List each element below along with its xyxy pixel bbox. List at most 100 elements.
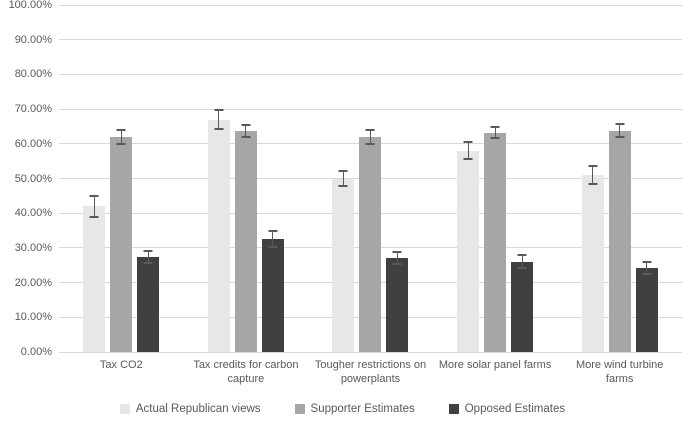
bar-group xyxy=(59,5,184,352)
error-bar-cap-top xyxy=(143,249,153,252)
y-tick-label: 40.00% xyxy=(14,207,52,220)
error-bar-line xyxy=(245,123,247,138)
error-bar-cap-bottom xyxy=(615,136,625,139)
legend-label: Supporter Estimates xyxy=(310,403,415,415)
error-bar-cap-top xyxy=(615,122,625,125)
error-bar-cap-top xyxy=(392,251,402,254)
error-bar xyxy=(338,169,348,188)
error-bar xyxy=(463,141,473,161)
error-bar xyxy=(89,194,99,218)
y-tick-label: 0.00% xyxy=(20,346,52,358)
bar xyxy=(581,175,604,352)
y-tick-label: 100.00% xyxy=(8,0,52,11)
bar-slot xyxy=(359,5,382,352)
legend-item: Supporter Estimates xyxy=(294,403,415,415)
x-category-label: Tougher restrictions on powerplants xyxy=(314,359,427,385)
error-bar-cap-top xyxy=(642,260,652,263)
legend-item: Opposed Estimates xyxy=(448,403,565,415)
error-bar-line xyxy=(592,164,594,186)
gridline xyxy=(59,39,682,41)
error-bar xyxy=(392,251,402,266)
y-tick-label: 80.00% xyxy=(14,68,52,81)
error-bar-line xyxy=(272,230,274,249)
bar xyxy=(332,178,355,352)
bar-slot xyxy=(386,5,409,352)
error-bar-line xyxy=(494,126,496,139)
error-bar xyxy=(365,129,375,145)
error-bar-cap-top xyxy=(463,141,473,144)
error-bar-line xyxy=(93,194,95,218)
bar xyxy=(234,130,257,352)
bar-groups xyxy=(59,5,682,352)
bar-slot xyxy=(234,5,257,352)
error-bar-line xyxy=(467,141,469,161)
error-bar-cap-bottom xyxy=(642,272,652,275)
error-bar-line xyxy=(521,254,523,270)
bar xyxy=(484,132,507,352)
bar-group xyxy=(557,5,682,352)
bar xyxy=(635,267,658,352)
x-axis-category-labels: Tax CO2 Tax credits for carbon capture Tou… xyxy=(59,358,682,386)
y-tick-label: 10.00% xyxy=(14,311,52,324)
error-bar-cap-bottom xyxy=(214,127,224,130)
error-bar-line xyxy=(646,260,648,275)
bar xyxy=(207,119,230,352)
bar xyxy=(359,136,382,352)
error-bar-cap-top xyxy=(517,254,527,257)
error-bar-line xyxy=(218,109,220,130)
bar xyxy=(110,136,133,352)
error-bar xyxy=(517,254,527,270)
bar xyxy=(386,258,409,352)
error-bar-line xyxy=(147,249,149,264)
bar xyxy=(457,150,480,352)
error-bar-cap-bottom xyxy=(517,267,527,270)
bar-slot xyxy=(207,5,230,352)
bar-slot xyxy=(635,5,658,352)
bar-slot xyxy=(110,5,133,352)
error-bar-cap-bottom xyxy=(365,142,375,145)
legend-item: Actual Republican views xyxy=(119,403,261,415)
error-bar-cap-bottom xyxy=(490,136,500,139)
error-bar-cap-top xyxy=(588,164,598,167)
error-bar-cap-top xyxy=(365,129,375,132)
error-bar-cap-top xyxy=(338,169,348,172)
legend-swatch-icon xyxy=(119,404,130,414)
legend-label: Actual Republican views xyxy=(135,403,261,415)
bar xyxy=(83,206,106,352)
error-bar xyxy=(241,123,251,138)
x-category-label: More solar panel farms xyxy=(438,359,552,371)
error-bar-line xyxy=(369,129,371,145)
bar-group xyxy=(184,5,309,352)
error-bar-line xyxy=(342,169,344,188)
bar-slot xyxy=(484,5,507,352)
bar-slot xyxy=(581,5,604,352)
y-tick-label: 50.00% xyxy=(14,172,52,185)
plot-area xyxy=(59,4,682,353)
error-bar-cap-bottom xyxy=(463,158,473,161)
error-bar xyxy=(642,260,652,275)
x-category-label: Tax credits for carbon capture xyxy=(193,359,299,385)
legend: Actual Republican views Supporter Estimat… xyxy=(0,403,685,415)
error-bar-line xyxy=(120,128,122,145)
error-bar-cap-bottom xyxy=(143,261,153,264)
error-bar xyxy=(143,249,153,264)
error-bar-cap-top xyxy=(241,123,251,126)
gridline xyxy=(59,108,682,110)
gridline xyxy=(59,4,682,6)
gridline xyxy=(59,73,682,75)
bar xyxy=(511,261,534,352)
error-bar xyxy=(490,126,500,139)
legend-swatch-icon xyxy=(448,404,459,414)
error-bar-cap-top xyxy=(268,230,278,233)
error-bar-cap-bottom xyxy=(241,135,251,138)
bar-slot xyxy=(511,5,534,352)
error-bar-cap-top xyxy=(214,109,224,112)
x-category-label: Tax CO2 xyxy=(99,359,143,371)
error-bar-cap-top xyxy=(89,194,99,197)
error-bar-cap-bottom xyxy=(89,215,99,218)
error-bar xyxy=(214,109,224,130)
error-bar-cap-bottom xyxy=(116,142,126,145)
bar xyxy=(137,256,160,352)
error-bar xyxy=(588,164,598,186)
bar-slot xyxy=(608,5,631,352)
